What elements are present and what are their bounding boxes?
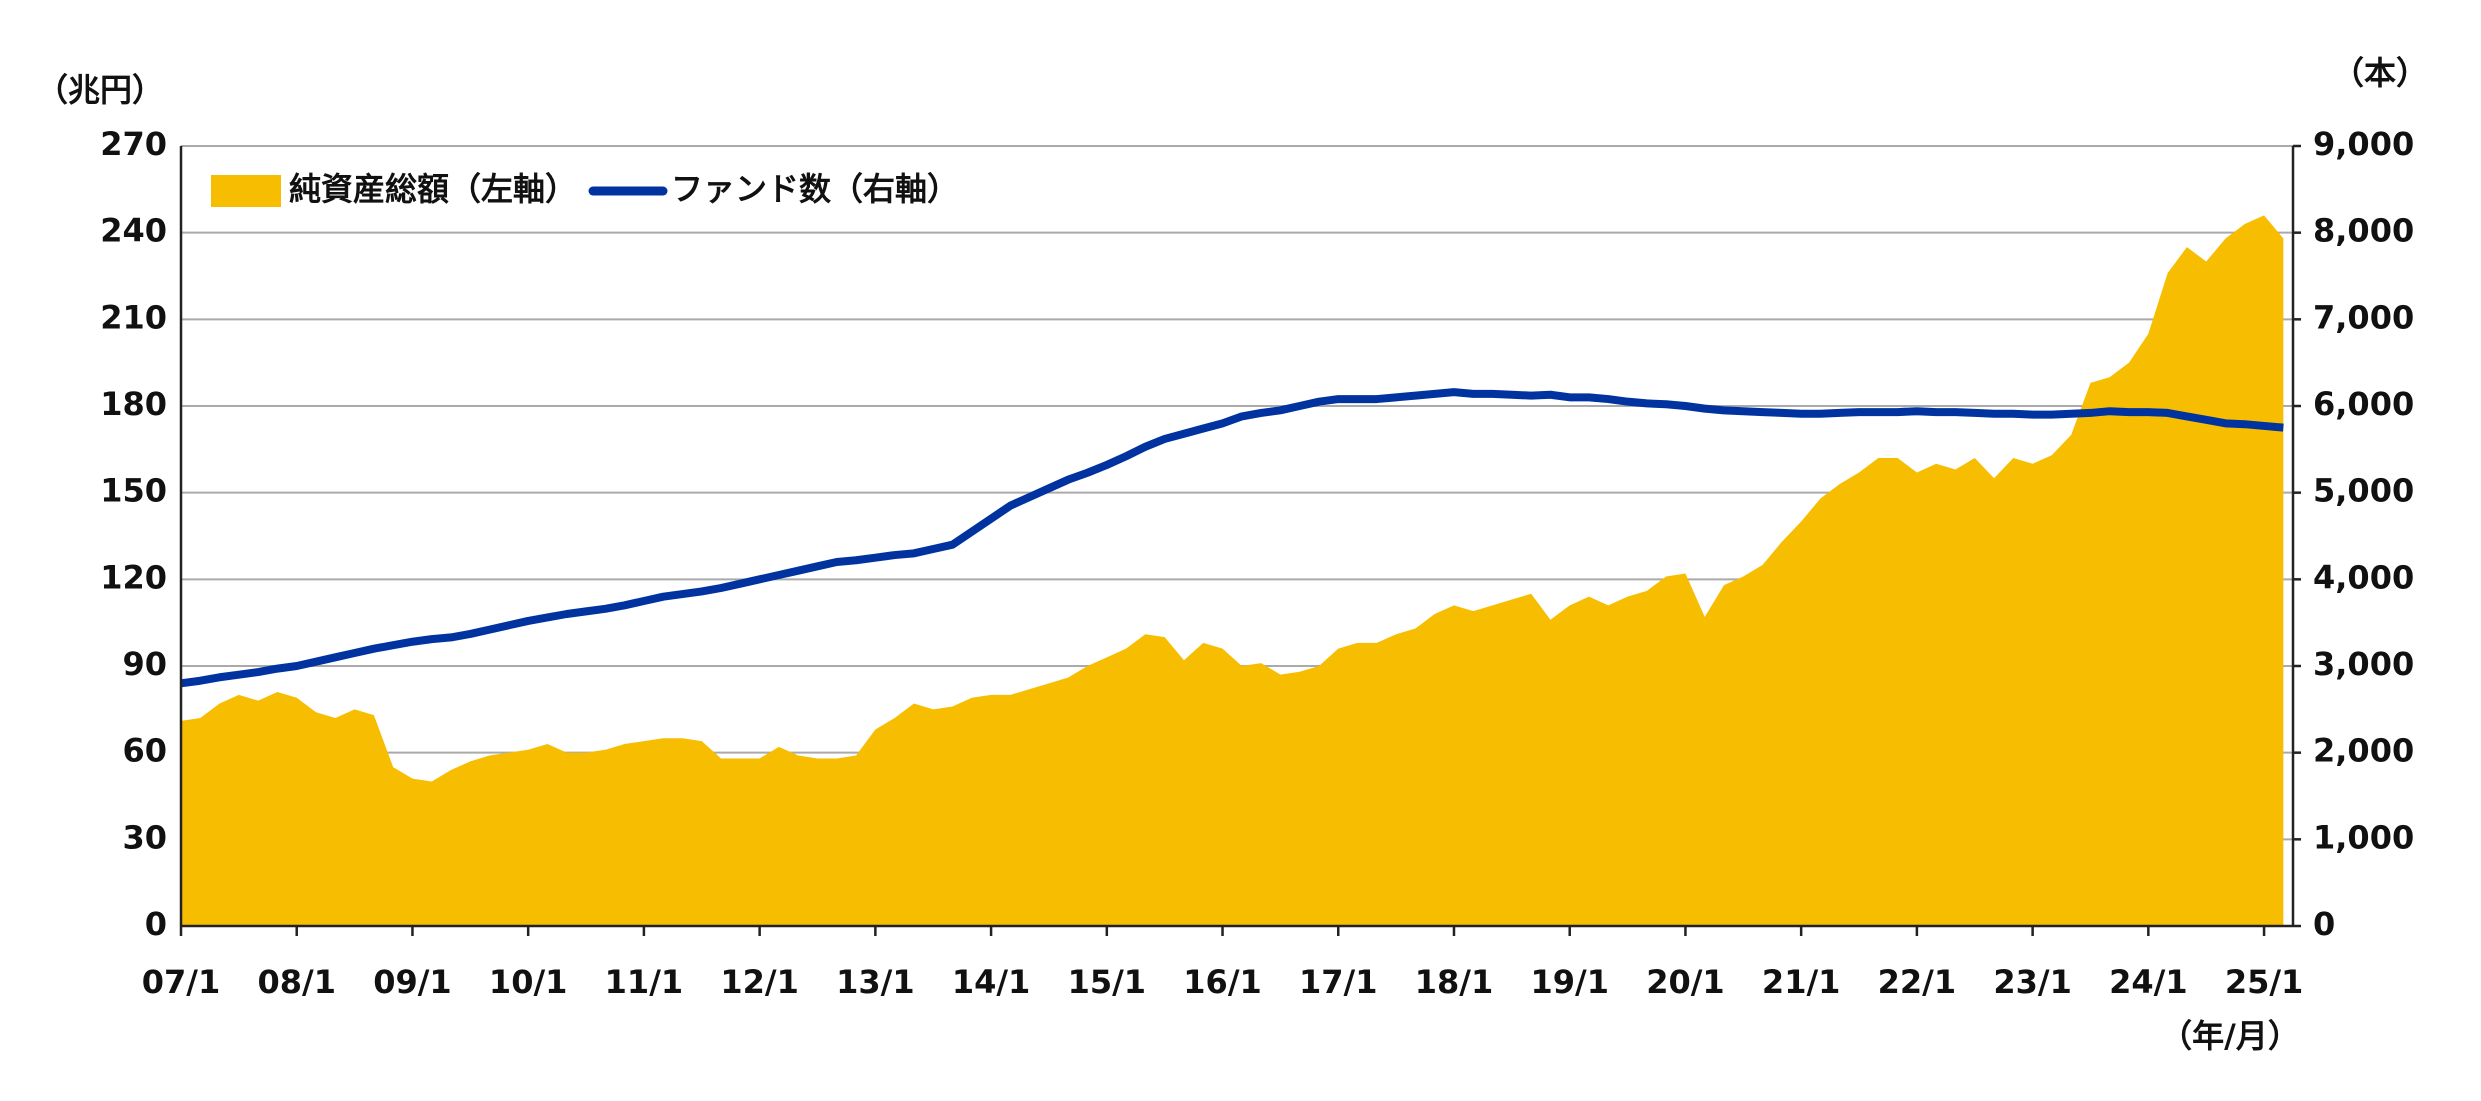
area [181,215,2284,927]
x-tick-label: 10/1 [489,963,567,1001]
legend-label: ファンド数（右軸） [671,170,959,208]
y-tick-label: 30 [122,818,167,856]
x-tick-label: 09/1 [373,963,451,1001]
x-tick-label: 11/1 [605,963,683,1001]
y-tick-label: 90 [122,645,167,683]
x-tick-label: 24/1 [2109,963,2187,1001]
y-tick-label: 120 [100,558,167,596]
x-tick-label: 07/1 [142,963,220,1001]
x-tick-label: 23/1 [1993,963,2071,1001]
x-tick-label: 20/1 [1646,963,1724,1001]
x-tick-label: 16/1 [1183,963,1261,1001]
y-unit: （兆円） [36,71,164,109]
y2-tick-label: 0 [2313,905,2335,943]
y2-tick-label: 8,000 [2313,212,2414,250]
y2-tick-label: 7,000 [2313,298,2414,336]
x-tick-label: 21/1 [1762,963,1840,1001]
x-tick-label: 25/1 [2225,963,2303,1001]
legend-label: 純資産総額（左軸） [289,170,577,208]
y2-tick-label: 1,000 [2313,818,2414,856]
y2-unit: （本） [2332,54,2428,92]
y-tick-label: 180 [100,385,167,423]
y-tick-label: 240 [100,212,167,250]
x-unit: （年/月） [2160,1017,2300,1055]
x-tick-label: 18/1 [1415,963,1493,1001]
legend-swatch [211,175,281,207]
x-tick-label: 14/1 [952,963,1030,1001]
y-tick-label: 150 [100,472,167,510]
x-tick-label: 13/1 [836,963,914,1001]
x-tick-label: 19/1 [1530,963,1608,1001]
y-tick-label: 60 [122,732,167,770]
y2-tick-label: 9,000 [2313,125,2414,163]
y-tick-label: 210 [100,298,167,336]
line [180,388,2284,688]
x-tick-label: 08/1 [257,963,335,1001]
x-tick-label: 12/1 [720,963,798,1001]
x-tick-label: 15/1 [1068,963,1146,1001]
x-tick-label: 17/1 [1299,963,1377,1001]
y-tick-label: 270 [100,125,167,163]
y2-tick-label: 3,000 [2313,645,2414,683]
y2-tick-label: 5,000 [2313,472,2414,510]
y2-tick-label: 6,000 [2313,385,2414,423]
y-tick-label: 0 [145,905,167,943]
y2-tick-label: 2,000 [2313,732,2414,770]
x-tick-label: 22/1 [1878,963,1956,1001]
y2-tick-label: 4,000 [2313,558,2414,596]
